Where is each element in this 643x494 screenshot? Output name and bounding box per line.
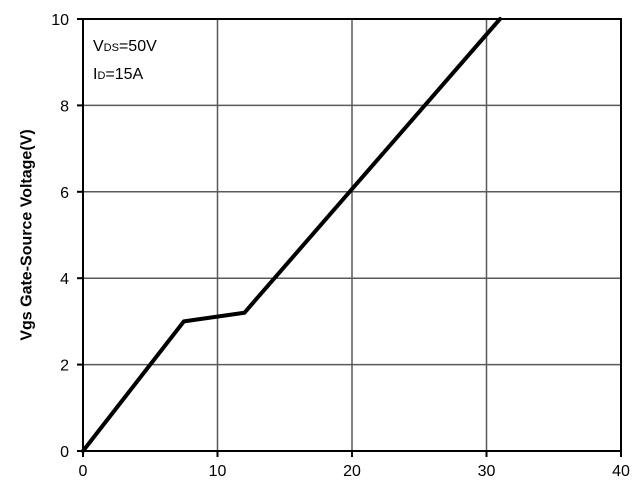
grid-lines: [83, 19, 621, 451]
x-tick-label: 0: [79, 463, 88, 480]
x-tick-label: 40: [612, 463, 630, 480]
y-axis-label: Vgs Gate-Source Voltage(V): [19, 129, 36, 340]
x-tick-label: 10: [209, 463, 227, 480]
x-tick-label: 30: [478, 463, 496, 480]
annotations: VDS=50V ID=15A: [93, 38, 157, 83]
y-tick-label: 8: [60, 98, 69, 115]
series-line: [81, 17, 502, 453]
x-tick-labels: 0 10 20 30 40: [79, 451, 630, 480]
annotation-id: ID=15A: [93, 66, 144, 83]
series-group: [81, 17, 502, 453]
y-tick-label: 10: [51, 12, 69, 29]
y-tick-label: 6: [60, 185, 69, 202]
y-tick-label: 0: [60, 444, 69, 461]
annotation-vds: VDS=50V: [93, 38, 157, 55]
y-tick-label: 4: [60, 271, 69, 288]
y-tick-labels: 0 2 4 6 8 10: [51, 12, 83, 461]
x-tick-label: 20: [343, 463, 361, 480]
y-tick-label: 2: [60, 358, 69, 375]
